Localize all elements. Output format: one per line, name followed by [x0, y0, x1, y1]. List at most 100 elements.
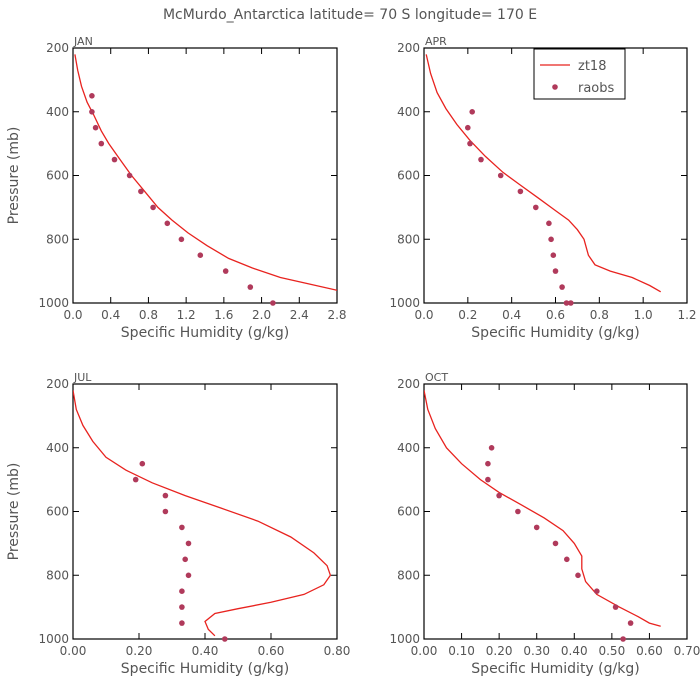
x-tick-label: 1.6 [214, 308, 233, 322]
data-point-raobs [533, 204, 539, 211]
y-tick-label: 400 [397, 105, 420, 119]
x-tick-label: 0.20 [126, 644, 153, 658]
x-axis-label-apr: Specific Humidity (g/kg) [471, 325, 639, 341]
x-tick-label: 1.2 [177, 308, 196, 322]
data-point-raobs [179, 524, 185, 531]
x-tick-label: 0.20 [486, 644, 513, 658]
panel-label-apr: APR [425, 35, 447, 48]
x-tick-label: 1.2 [677, 308, 696, 322]
x-tick-label: 0.4 [502, 308, 521, 322]
panel-oct: OCT 0.00 0.10 0.20 0.30 0.40 0.50 0.60 0.70 200 40… [389, 371, 700, 677]
y-tick-label: 600 [46, 169, 69, 183]
y-tick-label: 800 [397, 232, 420, 246]
y-tick-label: 800 [46, 568, 69, 582]
data-point-raobs [563, 300, 570, 306]
data-point-raobs [178, 236, 185, 243]
x-tick-label: 0.0 [414, 308, 433, 322]
data-point-raobs [485, 460, 491, 467]
x-axis-label-jan: Specific Humidity (g/kg) [121, 325, 289, 341]
panel-apr: APR 0.0 0.2 0.4 0.6 0.8 1.0 1.2 200 400 600 800 1000… [389, 35, 696, 341]
panel-label-jan: JAN [73, 35, 93, 48]
y-tick-label: 200 [397, 41, 420, 55]
y-axis-label-jul: Pressure (mb) [6, 463, 22, 561]
data-point-raobs [552, 268, 559, 274]
x-tick-label: 2.0 [252, 308, 271, 322]
x-tick-label: 0.70 [674, 644, 700, 658]
data-point-raobs [478, 156, 484, 163]
data-point-raobs [197, 252, 204, 258]
y-axis-label-jan: Pressure (mb) [6, 127, 22, 225]
x-tick-label: 0.6 [546, 308, 565, 322]
y-tick-label: 200 [397, 377, 420, 391]
data-point-raobs [185, 572, 192, 579]
y-tick-label: 1000 [38, 632, 69, 646]
data-point-raobs [179, 620, 185, 626]
legend-label-obs: raobs [578, 81, 615, 96]
x-tick-label: 0.60 [636, 644, 663, 658]
data-point-raobs [222, 636, 228, 642]
data-point-raobs [89, 93, 95, 99]
y-tick-label: 200 [46, 377, 69, 391]
data-point-raobs [92, 124, 99, 131]
data-point-raobs [150, 204, 156, 211]
x-tick-label: 0.40 [192, 644, 219, 658]
x-tick-label: 2.4 [290, 308, 309, 322]
y-tick-label: 1000 [38, 296, 69, 310]
y-tick-label: 600 [46, 505, 69, 519]
y-tick-label: 800 [46, 232, 69, 246]
data-point-raobs [612, 604, 619, 610]
data-point-raobs [139, 460, 146, 467]
series-line-zt18-jan [74, 54, 337, 291]
x-axis-label-oct: Specific Humidity (g/kg) [471, 661, 639, 677]
x-tick-label: 0.00 [411, 644, 438, 658]
x-tick-label: 0.8 [590, 308, 609, 322]
y-tick-label: 600 [397, 169, 420, 183]
series-line-zt18-jul [73, 390, 332, 637]
data-point-raobs [575, 572, 581, 579]
x-tick-label: 0.30 [523, 644, 550, 658]
data-point-raobs [550, 252, 557, 258]
data-point-raobs [138, 188, 144, 195]
x-tick-label: 0.10 [448, 644, 475, 658]
x-tick-label: 0.80 [324, 644, 351, 658]
data-point-raobs [620, 636, 626, 642]
data-point-raobs [469, 109, 476, 115]
data-point-raobs [627, 620, 634, 626]
x-tick-label: 2.8 [327, 308, 346, 322]
legend-dot-swatch [552, 84, 558, 90]
data-point-raobs [111, 156, 118, 163]
data-point-raobs [497, 172, 504, 179]
data-point-raobs [548, 236, 554, 243]
x-tick-label: 0.4 [101, 308, 120, 322]
data-point-raobs [98, 140, 105, 147]
x-tick-label: 0.00 [60, 644, 87, 658]
series-line-zt18-apr [425, 54, 662, 293]
data-point-raobs [126, 172, 133, 179]
data-point-raobs [89, 109, 95, 115]
panel-label-oct: OCT [425, 371, 448, 384]
panel-jul: JUL 0.00 0.20 0.40 0.60 0.80 200 400 600 800 1000 S… [6, 371, 350, 677]
data-point-raobs [568, 300, 574, 306]
y-tick-label: 1000 [389, 296, 420, 310]
x-tick-label: 0.8 [139, 308, 158, 322]
data-point-raobs [179, 604, 185, 610]
data-point-raobs [546, 220, 552, 227]
data-point-raobs [185, 540, 192, 547]
x-tick-label: 0.2 [458, 308, 477, 322]
legend-label-model: zt18 [578, 59, 606, 74]
y-tick-label: 800 [397, 568, 420, 582]
data-point-raobs [552, 540, 559, 547]
x-tick-label: 0.60 [258, 644, 285, 658]
x-tick-label: 0.40 [561, 644, 588, 658]
legend: zt18 raobs [533, 48, 626, 100]
data-point-raobs [488, 445, 495, 451]
data-point-raobs [182, 556, 188, 563]
data-point-raobs [162, 492, 169, 499]
panel-jan: JAN 0.0 0.4 0.8 1.2 1.6 2.0 2.4 2.8 200 400 600 800 1… [6, 35, 347, 341]
legend-box [533, 48, 626, 100]
data-point-raobs [517, 188, 524, 195]
data-point-raobs [164, 220, 171, 227]
y-tick-label: 600 [397, 505, 420, 519]
series-line-zt18-oct [424, 390, 661, 627]
